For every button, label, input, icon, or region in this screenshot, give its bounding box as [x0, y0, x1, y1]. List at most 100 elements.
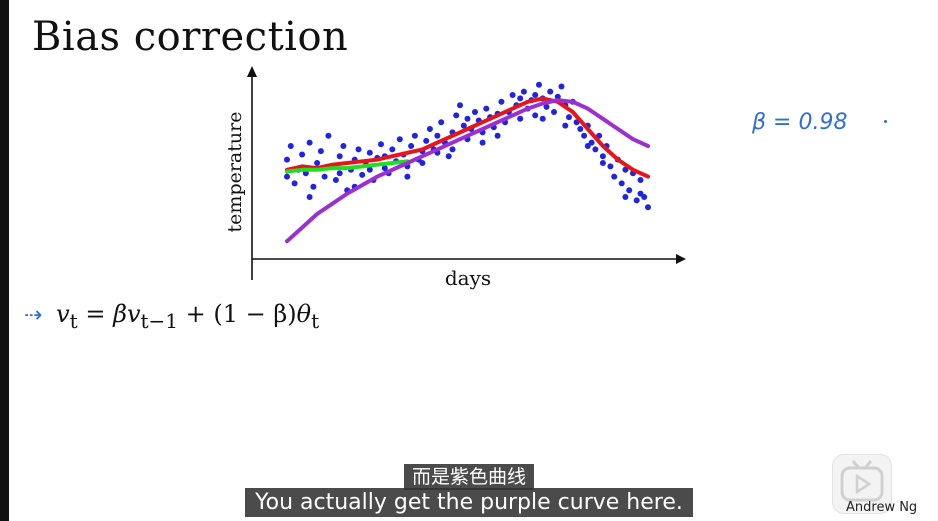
subtitle-english-text: You actually get the purple curve here.: [245, 488, 693, 517]
data-point: [336, 153, 343, 160]
x-axis-label: days: [445, 266, 491, 290]
green-series-line: [285, 159, 410, 174]
data-point: [562, 122, 569, 129]
data-point: [626, 187, 633, 194]
beta-note: β = 0.98: [752, 110, 848, 135]
data-point: [325, 132, 332, 139]
data-point: [607, 163, 614, 170]
data-point: [517, 95, 524, 102]
data-point: [396, 136, 403, 143]
data-point: [419, 160, 426, 166]
data-point: [581, 132, 588, 139]
data-point: [321, 173, 328, 180]
data-point: [336, 170, 343, 177]
data-point: [577, 126, 584, 132]
data-point: [622, 166, 629, 173]
data-point: [291, 180, 298, 187]
data-point: [340, 143, 347, 149]
data-point: [359, 171, 366, 178]
subtitle-chinese: 而是紫色曲线: [0, 462, 938, 490]
data-point: [404, 173, 411, 180]
data-point: [551, 109, 557, 115]
ink-dot: [884, 120, 887, 123]
data-point: [532, 92, 539, 98]
watermark: Andrew Ng: [846, 500, 918, 515]
data-point: [306, 194, 313, 200]
data-point: [520, 88, 527, 95]
data-point: [479, 139, 486, 146]
subtitle-english: You actually get the purple curve here.: [0, 488, 938, 517]
formula-theta: θ: [296, 300, 312, 328]
data-point: [310, 183, 317, 190]
data-point: [366, 166, 373, 173]
formula-beta: β: [113, 300, 127, 328]
formula-one-minus-beta: (1 − β): [213, 300, 297, 328]
data-point: [449, 146, 456, 153]
data-point: [332, 177, 339, 183]
data-point: [592, 146, 599, 153]
data-point: [633, 197, 640, 204]
data-point: [306, 139, 313, 146]
ewma-formula: ⇢ vt = βvt−1 + (1 − β)θt: [24, 300, 320, 333]
data-point: [566, 114, 572, 121]
left-edge-bar: [0, 0, 9, 521]
data-point: [543, 103, 550, 110]
data-point: [299, 151, 306, 158]
data-point: [460, 122, 467, 129]
data-point: [483, 105, 490, 112]
data-point: [539, 115, 546, 122]
data-point: [408, 143, 415, 149]
data-point: [536, 81, 542, 88]
data-point: [618, 180, 625, 187]
data-point: [411, 132, 418, 139]
data-point: [426, 126, 433, 132]
subtitle-chinese-text: 而是紫色曲线: [403, 464, 534, 490]
data-point: [381, 165, 388, 172]
data-point: [284, 173, 290, 180]
formula-sub-prev: t−1: [140, 308, 179, 333]
arrow-icon: ⇢: [24, 303, 43, 328]
data-point: [453, 112, 460, 119]
data-point: [611, 173, 618, 180]
data-point: [637, 190, 644, 197]
y-axis-label: temperature: [224, 112, 246, 233]
slide-title: Bias correction: [32, 14, 349, 60]
play-tv-icon: [832, 454, 892, 514]
data-point: [423, 137, 430, 144]
data-point: [532, 112, 539, 119]
data-point: [355, 146, 362, 153]
data-point: [509, 92, 516, 98]
data-point: [445, 153, 452, 160]
data-point: [434, 132, 441, 139]
y-axis-arrow: [247, 66, 257, 77]
data-point: [378, 141, 384, 148]
data-point: [622, 194, 629, 200]
red-series-line: [285, 96, 650, 179]
purple-series-line: [285, 98, 650, 244]
data-point: [584, 143, 591, 149]
data-point: [464, 115, 471, 122]
data-point: [287, 143, 294, 149]
data-point: [389, 146, 396, 153]
data-point: [554, 93, 561, 100]
chart-axes: [247, 66, 686, 280]
data-point: [457, 102, 463, 109]
data-point: [438, 119, 445, 126]
axis-labels: days temperature: [224, 112, 491, 290]
ewma-lines: [285, 96, 650, 244]
data-points: [284, 81, 651, 211]
formula-sub-theta: t: [311, 308, 320, 333]
data-point: [637, 177, 644, 183]
data-point: [498, 98, 505, 105]
data-point: [494, 132, 501, 139]
data-point: [314, 160, 321, 166]
data-point: [517, 115, 524, 122]
data-point: [472, 109, 478, 115]
data-point: [558, 83, 565, 90]
formula-sub-t: t: [69, 308, 78, 333]
x-axis-arrow: [676, 254, 686, 264]
data-point: [645, 204, 651, 211]
data-point: [599, 160, 606, 166]
formula-v: v: [56, 300, 70, 328]
